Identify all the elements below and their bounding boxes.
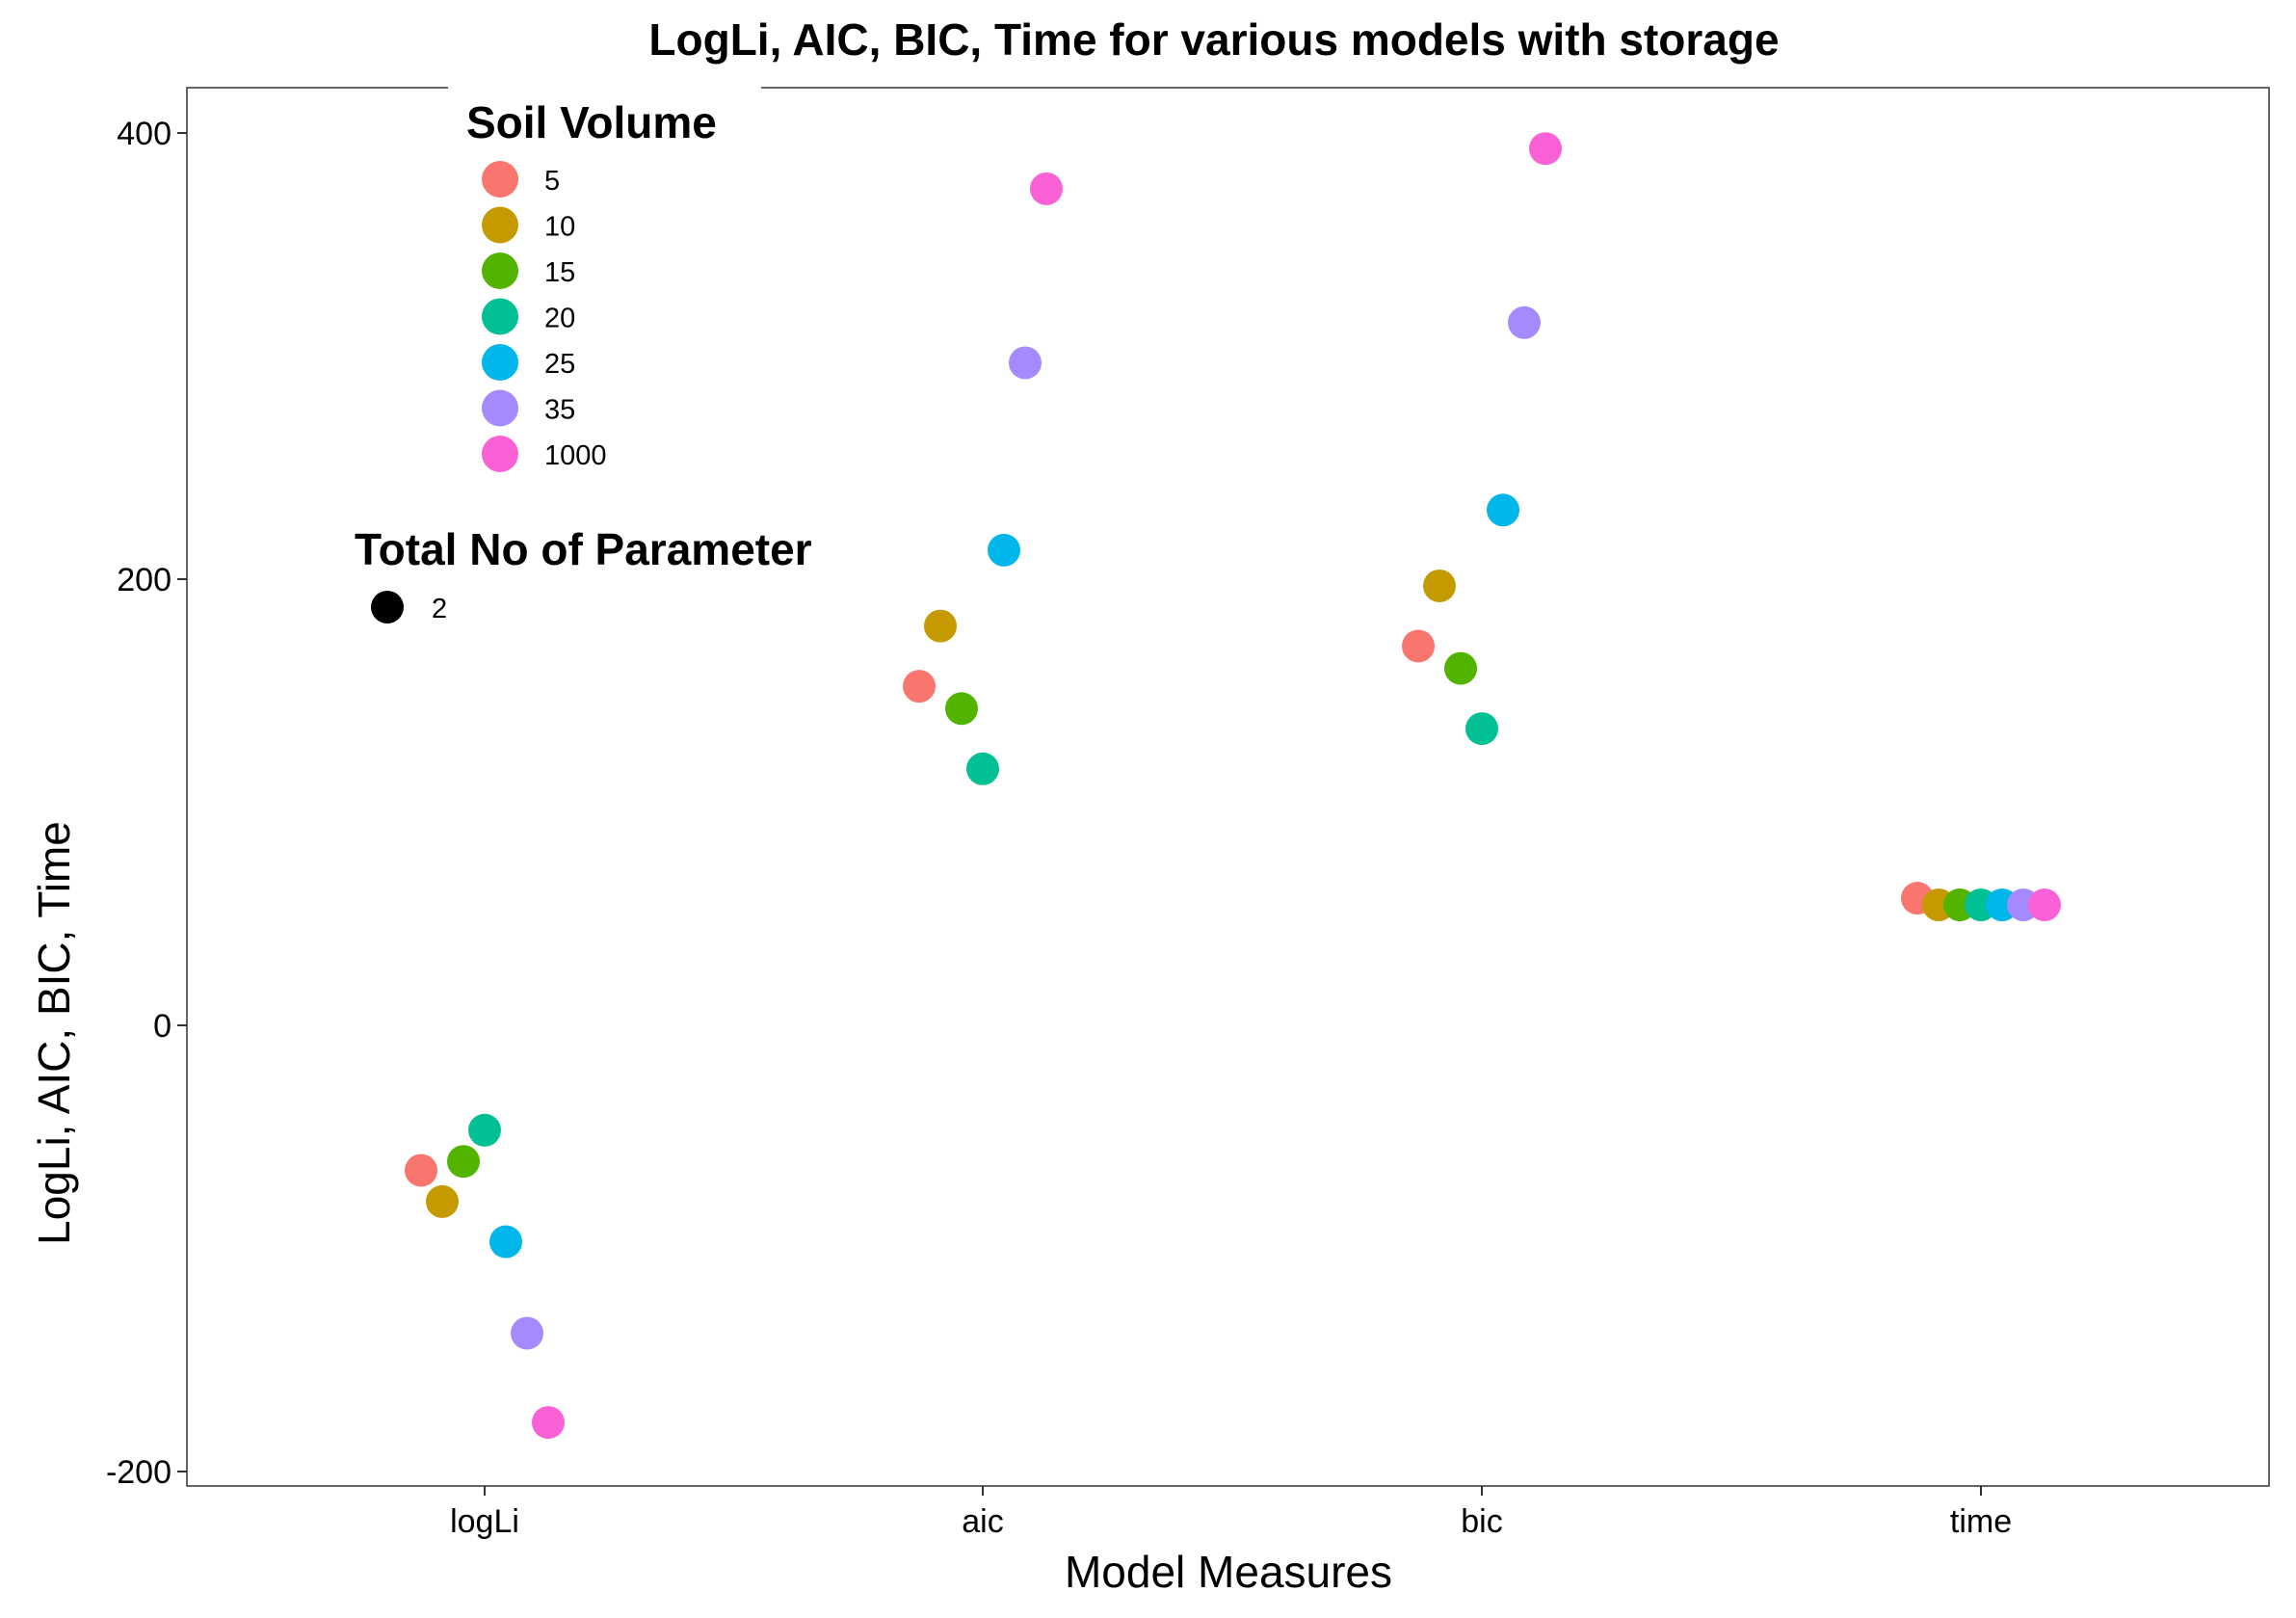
point-logLi-soil-10 — [426, 1184, 459, 1218]
point-bic-soil-1000 — [1529, 132, 1562, 166]
point-bic-soil-10 — [1423, 569, 1456, 602]
point-bic-soil-20 — [1465, 712, 1498, 746]
legend-label-soil-15: 15 — [544, 257, 575, 288]
plot-panel-border — [186, 87, 2270, 1487]
legend-key-soil-10 — [482, 206, 518, 244]
point-bic-soil-5 — [1402, 629, 1435, 663]
legend-label-soil-1000: 1000 — [544, 440, 607, 471]
legend-key-soil-5 — [482, 161, 518, 198]
point-bic-soil-25 — [1487, 493, 1519, 527]
legend: Soil Volume 5 10 15 20 25 35 1000 Total No of … — [347, 77, 867, 626]
point-logLi-soil-5 — [405, 1154, 437, 1187]
x-tick-label-logLi: logLi — [450, 1503, 519, 1540]
chart-title: LogLi, AIC, BIC, Time for various models… — [648, 14, 1779, 65]
legend-color-entries: 5 10 15 20 25 35 1000 — [482, 161, 607, 472]
point-aic-soil-10 — [924, 609, 957, 643]
point-logLi-soil-35 — [511, 1316, 543, 1350]
point-logLi-soil-25 — [489, 1225, 522, 1259]
x-tick-label-aic: aic — [962, 1503, 1003, 1540]
legend-key-soil-25 — [482, 344, 518, 381]
legend-title-soil-volume: Soil Volume — [466, 97, 717, 147]
point-aic-soil-25 — [988, 533, 1020, 567]
x-tick-label-bic: bic — [1461, 1503, 1502, 1540]
legend-key-soil-15 — [482, 252, 518, 289]
legend-key-soil-1000 — [482, 436, 518, 472]
y-axis: -200 0 200 400 — [106, 116, 187, 1491]
point-aic-soil-20 — [966, 752, 999, 785]
legend-size-background — [347, 516, 867, 626]
point-aic-soil-1000 — [1030, 172, 1063, 205]
point-logLi-soil-1000 — [532, 1406, 565, 1440]
point-bic-soil-15 — [1444, 651, 1477, 685]
data-points — [405, 132, 2061, 1440]
legend-size-label: 2 — [432, 594, 447, 624]
y-tick-label: 200 — [117, 562, 172, 598]
y-axis-title: LogLi, AIC, BIC, Time — [29, 821, 79, 1245]
x-tick-label-time: time — [1950, 1503, 2012, 1540]
y-tick-label: 400 — [117, 116, 172, 152]
point-aic-soil-5 — [903, 670, 936, 703]
point-logLi-soil-15 — [447, 1145, 480, 1179]
legend-title-total-no-of-parameter: Total No of Parameter — [355, 524, 812, 574]
legend-size-key — [371, 591, 404, 623]
x-axis: logLi aic bic time — [450, 1486, 2012, 1540]
legend-label-soil-25: 25 — [544, 349, 575, 380]
legend-key-soil-35 — [482, 389, 518, 427]
point-time-soil-1000 — [2028, 888, 2061, 921]
point-aic-soil-15 — [945, 692, 978, 726]
y-tick-label: 0 — [153, 1008, 172, 1045]
legend-label-soil-35: 35 — [544, 395, 575, 426]
point-logLi-soil-20 — [468, 1113, 501, 1147]
y-tick-label: -200 — [106, 1454, 172, 1491]
x-axis-title: Model Measures — [1065, 1547, 1392, 1597]
legend-label-soil-10: 10 — [544, 212, 575, 243]
legend-key-soil-20 — [482, 298, 518, 335]
point-aic-soil-35 — [1009, 346, 1042, 380]
legend-label-soil-5: 5 — [544, 166, 560, 197]
point-bic-soil-35 — [1508, 305, 1541, 339]
legend-label-soil-20: 20 — [544, 304, 575, 334]
